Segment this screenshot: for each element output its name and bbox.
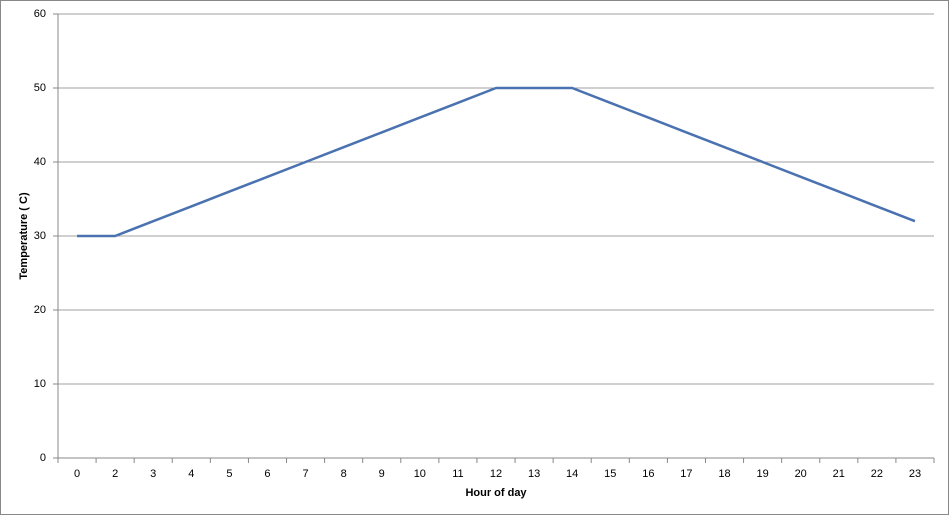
x-tick-label: 3 — [150, 468, 156, 480]
y-tick-label: 10 — [34, 378, 46, 390]
x-tick-label: 10 — [414, 468, 426, 480]
x-axis-title: Hour of day — [465, 487, 527, 499]
x-tick-label: 0 — [74, 468, 80, 480]
y-tick-label: 50 — [34, 82, 46, 94]
x-tick-label: 12 — [490, 468, 502, 480]
y-tick-label: 40 — [34, 156, 46, 168]
x-tick-label: 6 — [264, 468, 270, 480]
x-tick-label: 2 — [112, 468, 118, 480]
x-tick-label: 14 — [566, 468, 578, 480]
x-tick-label: 18 — [718, 468, 730, 480]
y-tick-label: 30 — [34, 230, 46, 242]
x-tick-label: 9 — [379, 468, 385, 480]
y-tick-label: 60 — [34, 8, 46, 20]
x-tick-label: 8 — [341, 468, 347, 480]
y-tick-label: 20 — [34, 304, 46, 316]
x-tick-label: 13 — [528, 468, 540, 480]
x-tick-label: 11 — [452, 468, 463, 480]
x-tick-label: 5 — [226, 468, 232, 480]
x-tick-label: 4 — [188, 468, 194, 480]
x-tick-label: 20 — [795, 468, 807, 480]
y-tick-label: 0 — [40, 452, 46, 464]
x-tick-label: 19 — [756, 468, 768, 480]
x-tick-label: 17 — [680, 468, 692, 480]
series-line — [77, 86, 916, 238]
x-tick-label: 23 — [909, 468, 921, 480]
x-tick-label: 22 — [871, 468, 883, 480]
x-tick-label: 16 — [642, 468, 654, 480]
y-axis-title: Temperature ( C) — [18, 192, 30, 280]
x-tick-label: 21 — [833, 468, 845, 480]
x-tick-label: 15 — [604, 468, 616, 480]
x-tick-label: 7 — [303, 468, 309, 480]
